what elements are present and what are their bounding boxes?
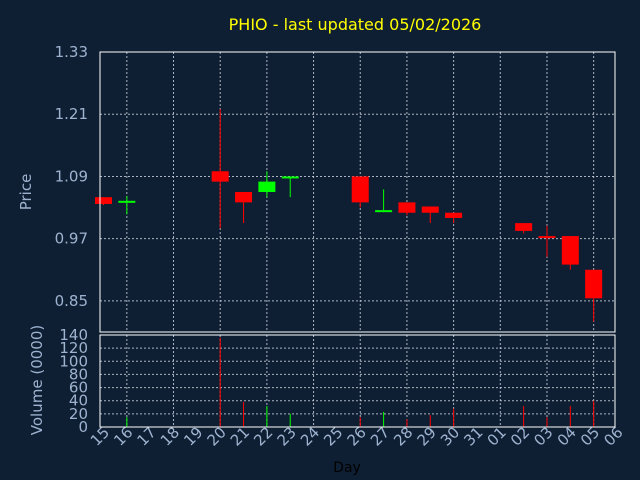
volume-tick-label: 140 [59, 326, 88, 344]
volume-tick-label: 0 [78, 418, 88, 436]
price-panel-frame [99, 51, 616, 333]
price-tick-label: 1.21 [55, 105, 88, 123]
price-tick-label: 0.85 [55, 292, 88, 310]
candle-body [398, 202, 416, 213]
candle-body [281, 176, 299, 179]
volume-axis-label: Volume (0000) [28, 325, 46, 435]
volume-tick-label: 80 [69, 365, 88, 383]
candles [95, 109, 603, 322]
candle-body [538, 236, 556, 239]
volume-tick-label: 100 [59, 352, 88, 370]
chart-title: PHIO - last updated 05/02/2026 [229, 15, 482, 34]
volume-tick-label: 120 [59, 339, 88, 357]
x-axis-label: Day [333, 460, 361, 476]
price-tick-labels: 0.85 0.97 1.09 1.21 1.33 [55, 43, 88, 310]
candle-body [421, 206, 439, 213]
price-tick-label: 1.33 [55, 43, 88, 61]
price-axis-label: Price [17, 174, 35, 211]
candle-body [118, 200, 136, 203]
candle-body [375, 210, 393, 213]
volume-panel-frame [99, 334, 616, 428]
price-tick-label: 0.97 [55, 230, 88, 248]
candle-body [561, 236, 579, 265]
candle-body [515, 223, 533, 231]
candle-body [351, 176, 369, 203]
candle-body [235, 192, 253, 203]
volume-tick-label: 40 [69, 392, 88, 410]
candle-body [585, 269, 603, 299]
volume-bars [126, 337, 595, 427]
candle-body [211, 171, 229, 182]
candle-body [445, 212, 463, 218]
volume-tick-label: 60 [69, 379, 88, 397]
volume-tick-label: 20 [69, 405, 88, 423]
candle-body [258, 181, 276, 192]
price-tick-label: 1.09 [55, 167, 88, 185]
candle-body [95, 197, 112, 204]
